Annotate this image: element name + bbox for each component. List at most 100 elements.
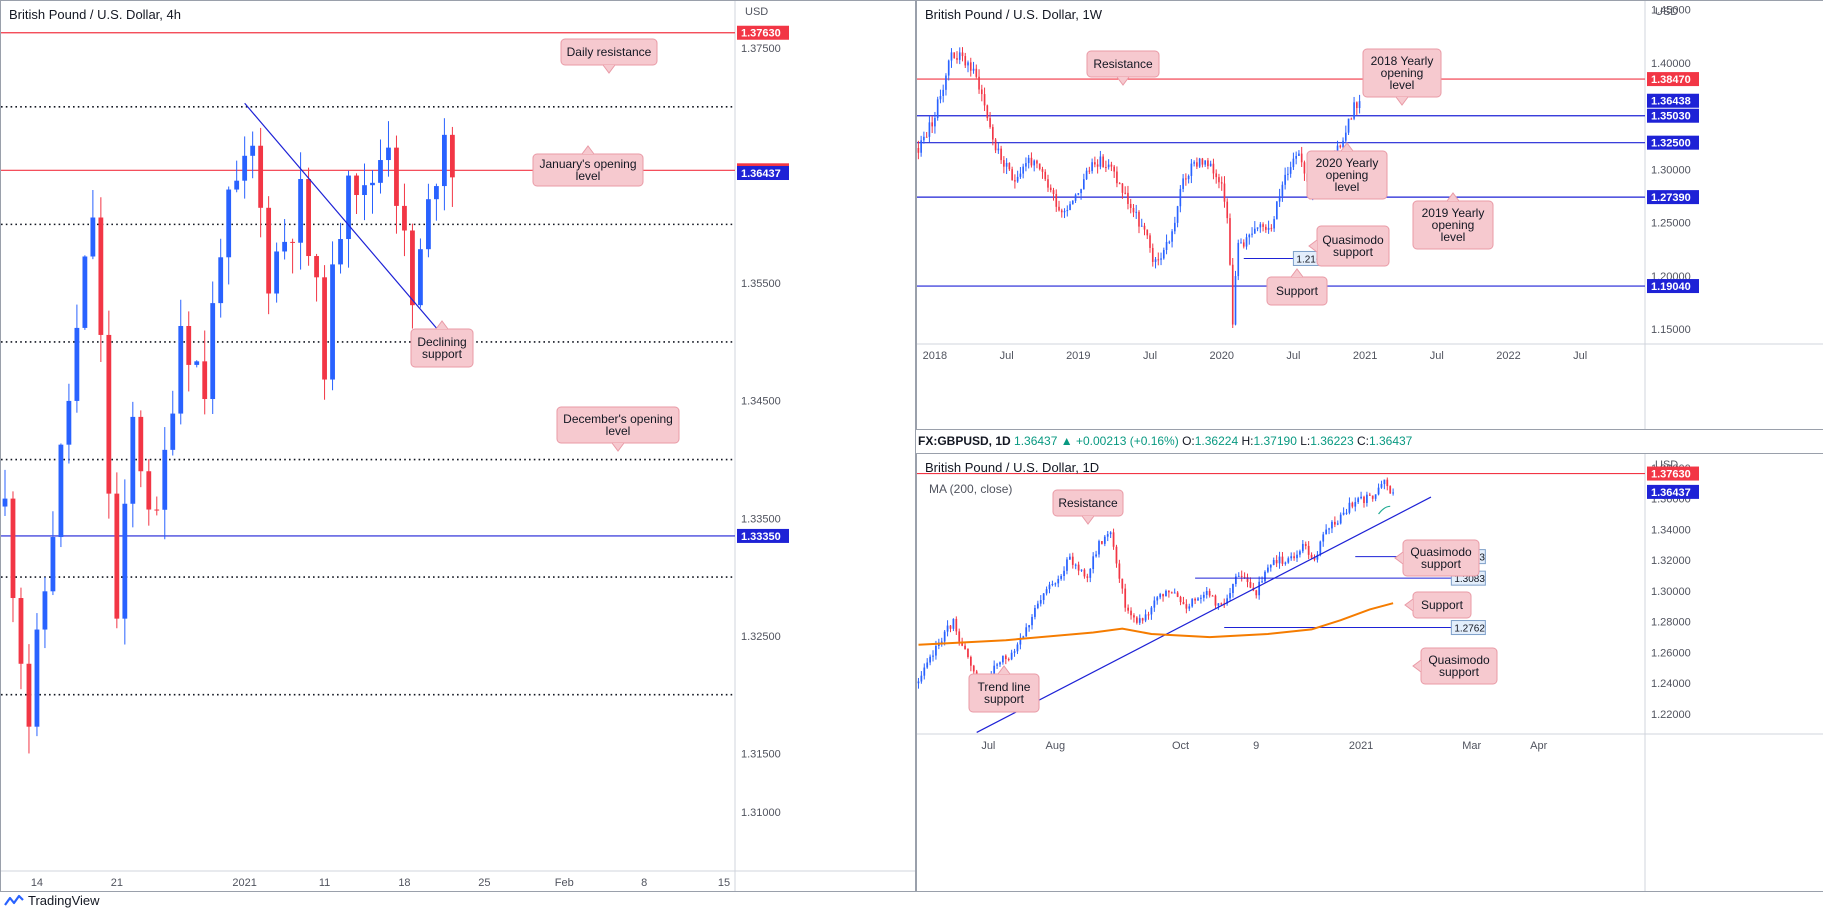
y-tick: 1.37500 <box>741 43 781 55</box>
candle-body <box>346 175 351 240</box>
candle-body <box>1089 568 1092 578</box>
candle-body <box>122 503 128 619</box>
candle-body <box>1124 588 1127 608</box>
candle-body <box>162 449 168 510</box>
candle-body <box>1267 227 1270 230</box>
y-tick: 1.30000 <box>1651 164 1691 176</box>
candle-body <box>1193 162 1195 164</box>
close-value: 1.36437 <box>1014 434 1058 448</box>
candle-body <box>82 256 88 328</box>
level-tag-label: 1.34000 <box>741 455 781 467</box>
candle-body <box>964 645 966 650</box>
candle-body <box>1366 494 1368 504</box>
candle-body <box>1118 563 1121 579</box>
candle-body <box>917 681 920 684</box>
candle-body <box>1153 600 1156 608</box>
candle-body <box>1146 229 1149 236</box>
candle-body <box>1351 502 1354 507</box>
candle-body <box>1113 166 1115 172</box>
y-tick: 1.33500 <box>741 513 781 525</box>
candle-body <box>1003 160 1005 167</box>
candle-body <box>1265 226 1267 230</box>
chart-svg-4h[interactable]: USD 1.37500 1.35500 1.34500 1.33500 1.32500 1.… <box>1 1 915 891</box>
chart-panel-1d[interactable]: USD1.380001.360001.340001.320001.300001.… <box>916 453 1823 892</box>
candle-body <box>26 663 32 727</box>
y-tick: 1.25000 <box>1651 218 1691 230</box>
candle-body <box>1255 590 1258 596</box>
tradingview-logo-icon <box>4 894 24 906</box>
low-value: 1.36223 <box>1310 434 1354 448</box>
candle-body <box>1083 569 1086 577</box>
candle-body <box>1063 570 1065 577</box>
last-price-tag-label: 1.36437 <box>1651 487 1691 499</box>
y-tick: 1.24000 <box>1651 678 1691 690</box>
ma-indicator-label: MA (200, close) <box>929 482 1013 496</box>
y-tick: 1.31000 <box>741 807 781 819</box>
y-tick: 1.31500 <box>741 748 781 760</box>
candle-body <box>1264 571 1266 582</box>
candle-body <box>1389 486 1392 494</box>
yearly-2020-callout-pointer <box>1340 142 1354 152</box>
candle-body <box>426 199 431 250</box>
candle-body <box>1300 153 1303 163</box>
candle-body <box>1054 583 1057 585</box>
candle-body <box>1360 496 1362 499</box>
candle-body <box>1069 556 1071 560</box>
candle-body <box>1371 495 1374 499</box>
level-tag <box>737 452 789 467</box>
chart-title-1d: British Pound / U.S. Dollar, 1D <box>925 460 1100 475</box>
candle-body <box>1174 222 1176 232</box>
x-tick: Jul <box>1430 350 1444 362</box>
x-tick: Mar <box>1462 740 1481 752</box>
candle-body <box>1273 219 1275 229</box>
candle-body <box>964 56 967 66</box>
candle-body <box>1344 132 1347 141</box>
candle-body <box>1129 203 1132 208</box>
chart-svg-1d[interactable]: USD1.380001.360001.340001.320001.300001.… <box>917 454 1823 891</box>
candle-body <box>1162 594 1164 597</box>
candle-body <box>1339 145 1342 148</box>
candle-body <box>106 334 112 494</box>
candle-body <box>1135 617 1138 623</box>
d1-support-callout: Support <box>1404 591 1472 619</box>
tradingview-brand[interactable]: TradingView <box>4 893 100 908</box>
candle-body <box>394 147 399 206</box>
last-price-tag <box>737 166 789 181</box>
candle-body <box>1101 541 1103 544</box>
candle-body <box>1328 528 1330 530</box>
quasimodo-value-label: 1.2163 <box>1296 254 1327 265</box>
candle-body <box>961 52 964 57</box>
level-tag-label: 1.37630 <box>741 28 781 40</box>
candle-body <box>1240 575 1243 577</box>
last-price-tag <box>1647 93 1699 108</box>
quasimodo-callout-line-1: support <box>1333 245 1374 259</box>
candle-body <box>999 662 1001 665</box>
candle-body <box>1005 162 1008 167</box>
candle-body <box>1301 543 1304 552</box>
candle-body <box>1039 600 1042 604</box>
chart-panel-1w[interactable]: USD 1.45000 1.40000 1.30000 1.25000 1.20000 1.… <box>916 0 1823 430</box>
candle-body <box>1190 163 1193 176</box>
yearly-2019-callout-pointer <box>1446 192 1460 202</box>
candle-body <box>1049 187 1052 191</box>
candle-body <box>986 105 989 119</box>
candle-body <box>2 498 8 507</box>
candle-body <box>1259 224 1262 228</box>
candle-body <box>955 618 958 632</box>
candle-body <box>1304 543 1307 546</box>
candle-body <box>1198 158 1201 167</box>
chart-panel-4h[interactable]: USD 1.37500 1.35500 1.34500 1.33500 1.32500 1.… <box>0 0 916 892</box>
candle-body <box>1176 592 1179 597</box>
candle-body <box>1220 603 1223 605</box>
candle-body <box>1258 581 1261 596</box>
candle-body <box>1044 171 1047 180</box>
candle-body <box>1019 637 1022 645</box>
chart-svg-1w[interactable]: USD1.450001.400001.300001.250001.200001.… <box>917 1 1823 429</box>
candle-body <box>1348 502 1351 513</box>
candle-body <box>953 52 956 59</box>
candle-body <box>1229 593 1231 599</box>
candle-body <box>972 665 975 672</box>
